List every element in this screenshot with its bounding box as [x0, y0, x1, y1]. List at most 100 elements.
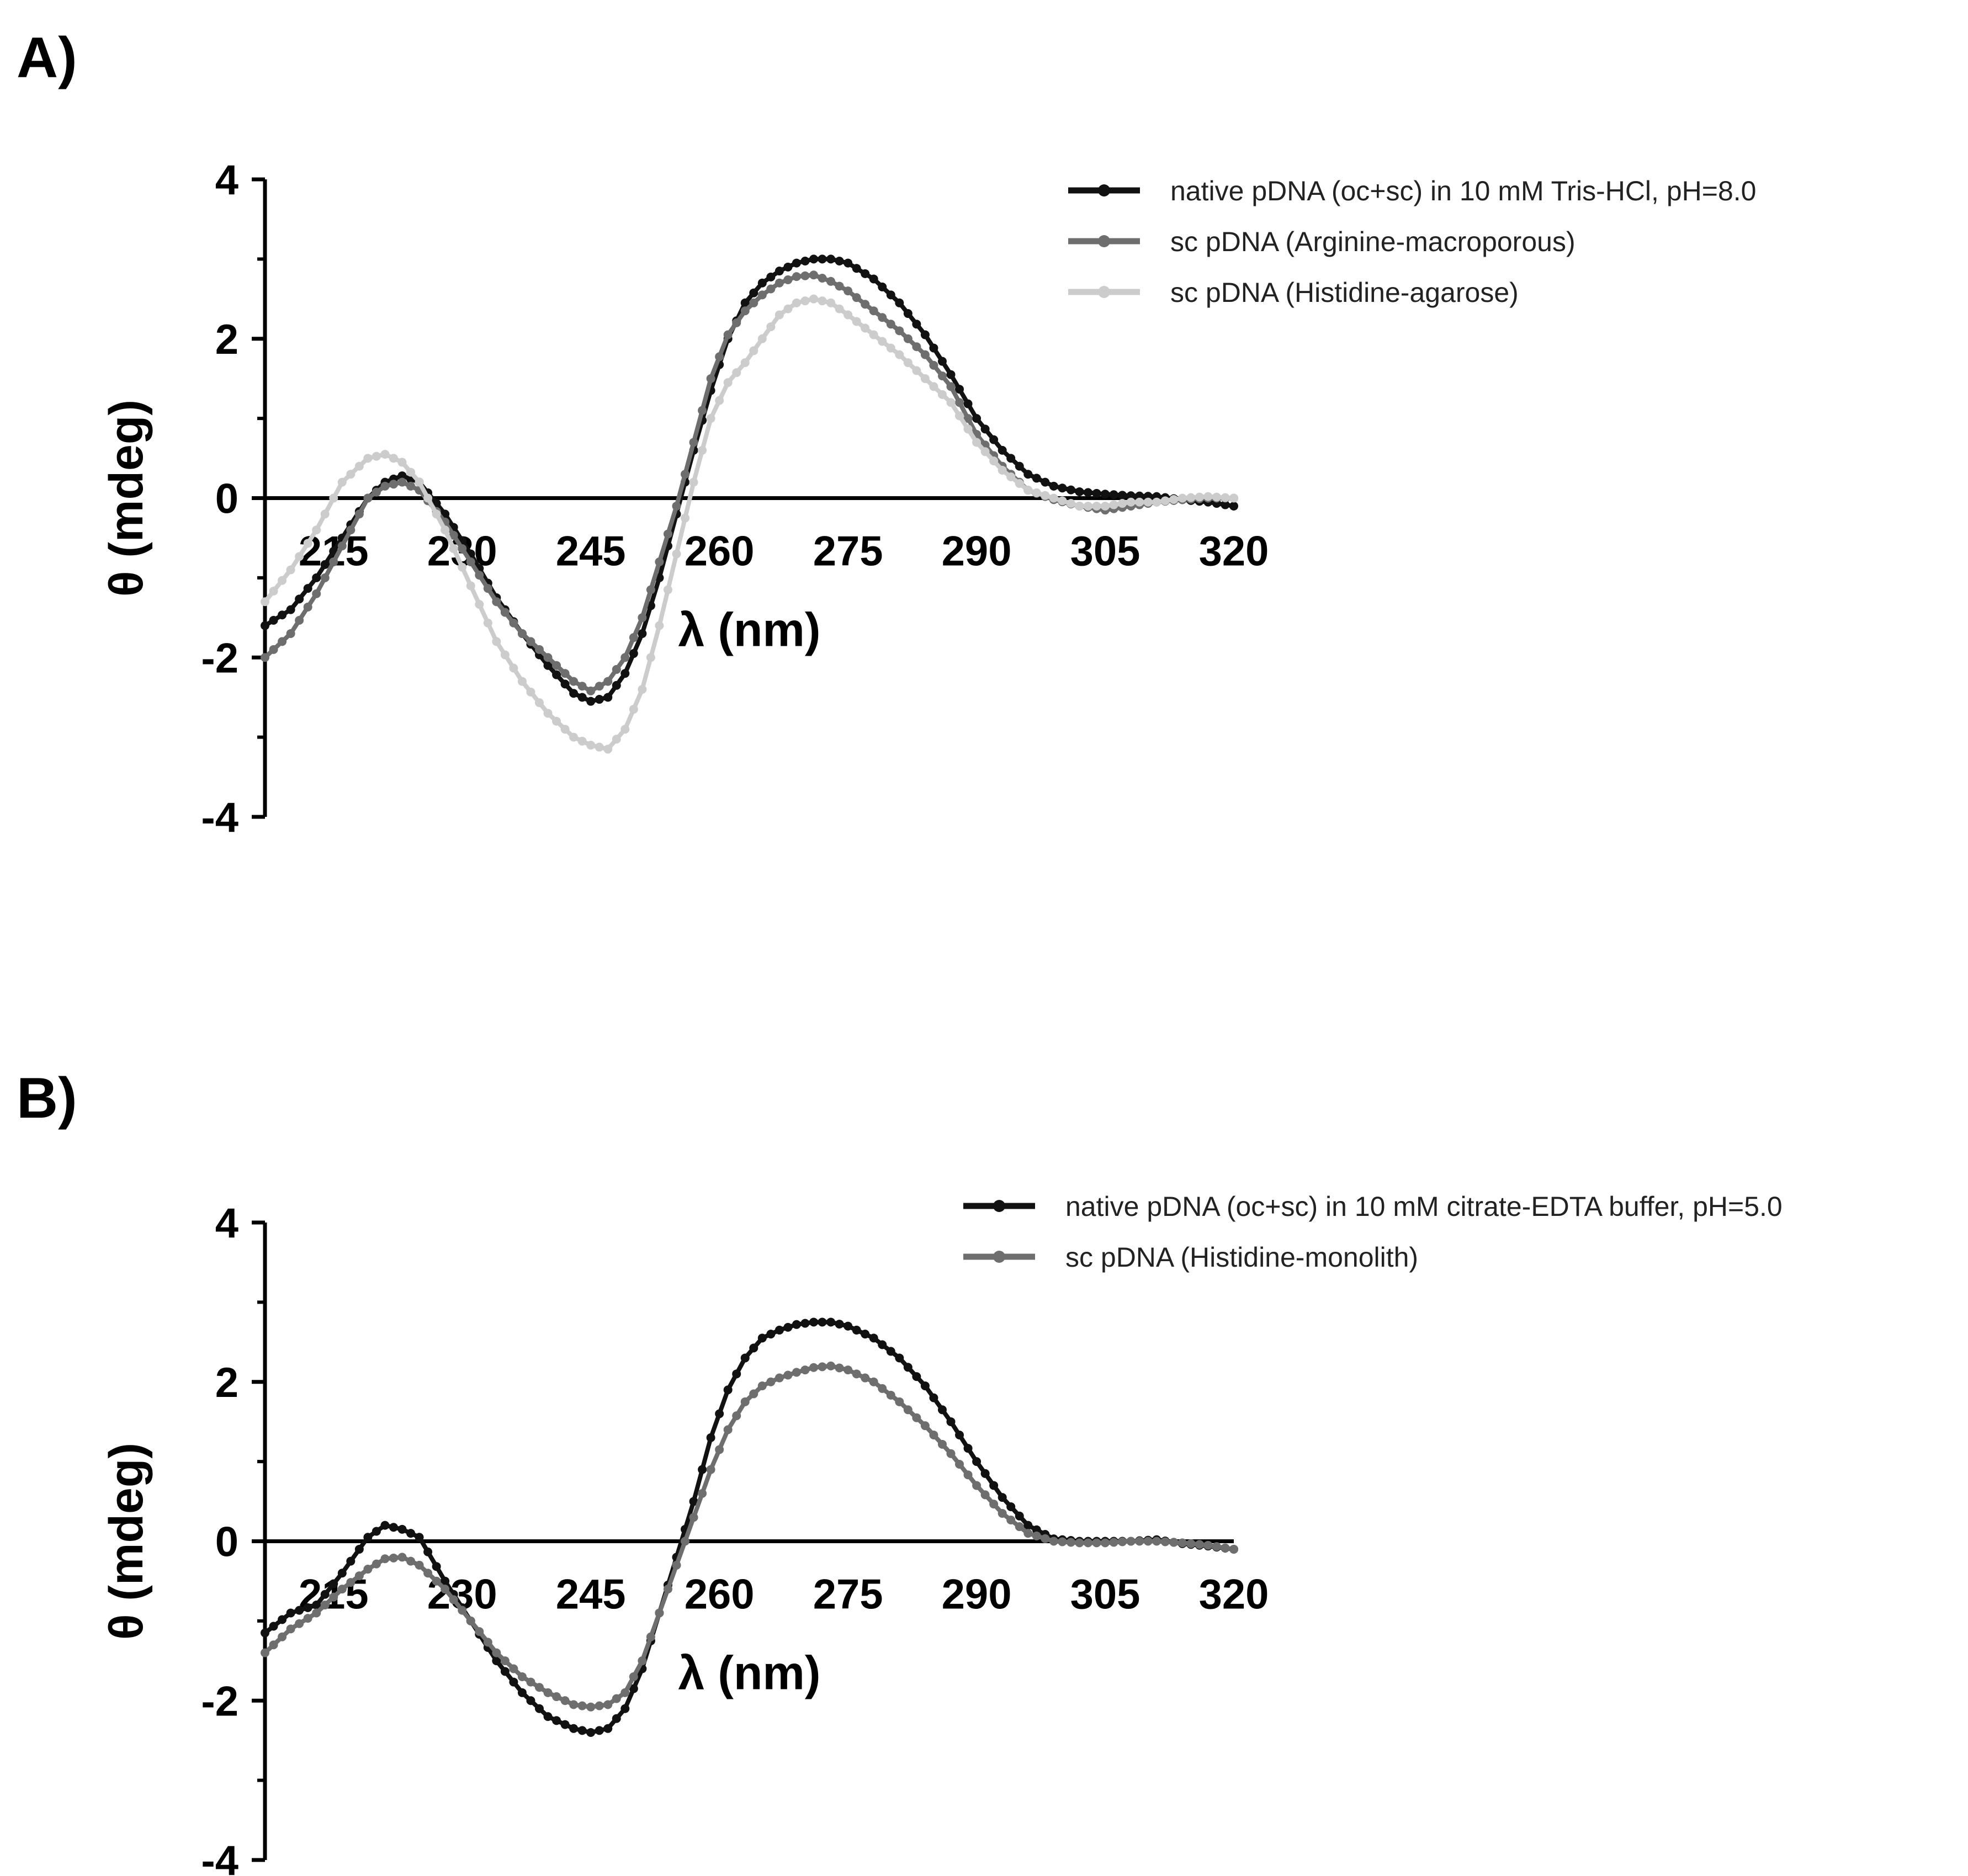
data-point	[380, 1554, 390, 1564]
y-tick-label: -2	[201, 1678, 238, 1725]
data-point	[955, 1431, 964, 1439]
data-point	[775, 1373, 784, 1383]
data-point	[612, 665, 621, 674]
legend-label: sc pDNA (Arginine-macroporous)	[1170, 226, 1576, 257]
y-tick-label: -4	[201, 794, 238, 841]
data-point	[620, 653, 630, 662]
data-point	[878, 337, 887, 346]
data-point	[946, 1417, 956, 1426]
data-point	[303, 539, 312, 548]
data-point	[329, 493, 338, 503]
data-point	[303, 1603, 312, 1612]
data-point	[1092, 501, 1101, 511]
data-point	[861, 1330, 870, 1339]
data-point	[955, 411, 964, 421]
data-point	[663, 529, 672, 539]
data-point	[286, 605, 295, 614]
data-point	[500, 650, 510, 660]
data-point	[903, 358, 913, 368]
data-point	[466, 1616, 475, 1625]
data-point	[389, 1523, 398, 1532]
panel-b: B)-4-2024215230245260275290305320λ (nm)θ…	[17, 1066, 1783, 1876]
data-point	[303, 584, 312, 593]
data-point	[895, 326, 904, 336]
data-point	[560, 679, 570, 689]
data-point	[989, 456, 999, 466]
legend-label: sc pDNA (Histidine-agarose)	[1170, 277, 1519, 308]
data-point	[603, 693, 613, 702]
data-point	[560, 1720, 570, 1729]
data-point	[1006, 454, 1016, 463]
data-point	[1118, 499, 1127, 508]
data-point	[766, 272, 776, 281]
data-point	[818, 1317, 827, 1327]
data-point	[466, 581, 475, 591]
data-point	[1203, 1540, 1213, 1550]
data-point	[903, 1363, 913, 1372]
data-point	[372, 1559, 381, 1569]
data-point	[706, 1465, 715, 1474]
data-point	[963, 424, 973, 434]
data-point	[312, 589, 321, 598]
data-point	[397, 458, 407, 467]
data-point	[929, 1431, 938, 1439]
x-tick-label: 275	[813, 528, 883, 575]
data-point	[861, 1373, 870, 1383]
data-point	[1083, 488, 1092, 497]
data-point	[826, 1317, 836, 1327]
data-point	[595, 1701, 604, 1710]
data-point	[569, 689, 579, 698]
data-point	[1203, 492, 1213, 501]
data-point	[629, 1684, 638, 1693]
data-point	[1032, 1525, 1041, 1534]
data-point	[1101, 1538, 1110, 1548]
data-point	[586, 1702, 596, 1712]
legend-label: native pDNA (oc+sc) in 10 mM Tris-HCl, p…	[1170, 176, 1756, 206]
data-point	[380, 450, 390, 459]
data-point	[706, 414, 715, 423]
data-point	[723, 330, 733, 339]
data-point	[517, 677, 527, 686]
data-point	[783, 1370, 793, 1380]
data-point	[1023, 1521, 1033, 1530]
data-point	[389, 1553, 398, 1563]
data-point	[509, 1664, 518, 1673]
data-point	[560, 1696, 570, 1705]
data-point	[303, 1614, 312, 1623]
data-point	[1015, 461, 1024, 471]
data-point	[406, 467, 416, 477]
data-point	[295, 615, 304, 625]
data-point	[723, 1385, 733, 1395]
data-point	[397, 1524, 407, 1534]
data-point	[826, 1361, 836, 1370]
data-point	[441, 525, 450, 535]
y-tick-label: -4	[201, 1837, 238, 1876]
data-point	[912, 342, 921, 352]
data-point	[543, 653, 553, 662]
data-point	[1006, 1502, 1016, 1511]
data-point	[681, 513, 690, 523]
data-point	[663, 585, 672, 594]
data-point	[792, 1320, 801, 1329]
data-point	[286, 1608, 295, 1618]
data-point	[852, 264, 861, 273]
data-point	[1049, 1537, 1058, 1546]
data-point	[380, 1521, 390, 1530]
data-point	[423, 493, 433, 503]
data-point	[1160, 496, 1170, 506]
data-point	[620, 725, 630, 734]
data-point	[500, 1656, 510, 1666]
data-point	[389, 454, 398, 463]
panel-a: A)-4-2024215230245260275290305320λ (nm)θ…	[17, 26, 1756, 841]
data-point	[844, 1365, 853, 1375]
data-point	[595, 695, 604, 704]
data-point	[886, 343, 895, 353]
data-point	[492, 1656, 501, 1666]
data-point	[1041, 477, 1050, 487]
data-point	[955, 1459, 964, 1469]
data-point	[740, 306, 750, 316]
data-point	[757, 290, 767, 300]
data-point	[723, 378, 733, 387]
data-point	[1221, 500, 1230, 509]
data-point	[903, 334, 913, 343]
